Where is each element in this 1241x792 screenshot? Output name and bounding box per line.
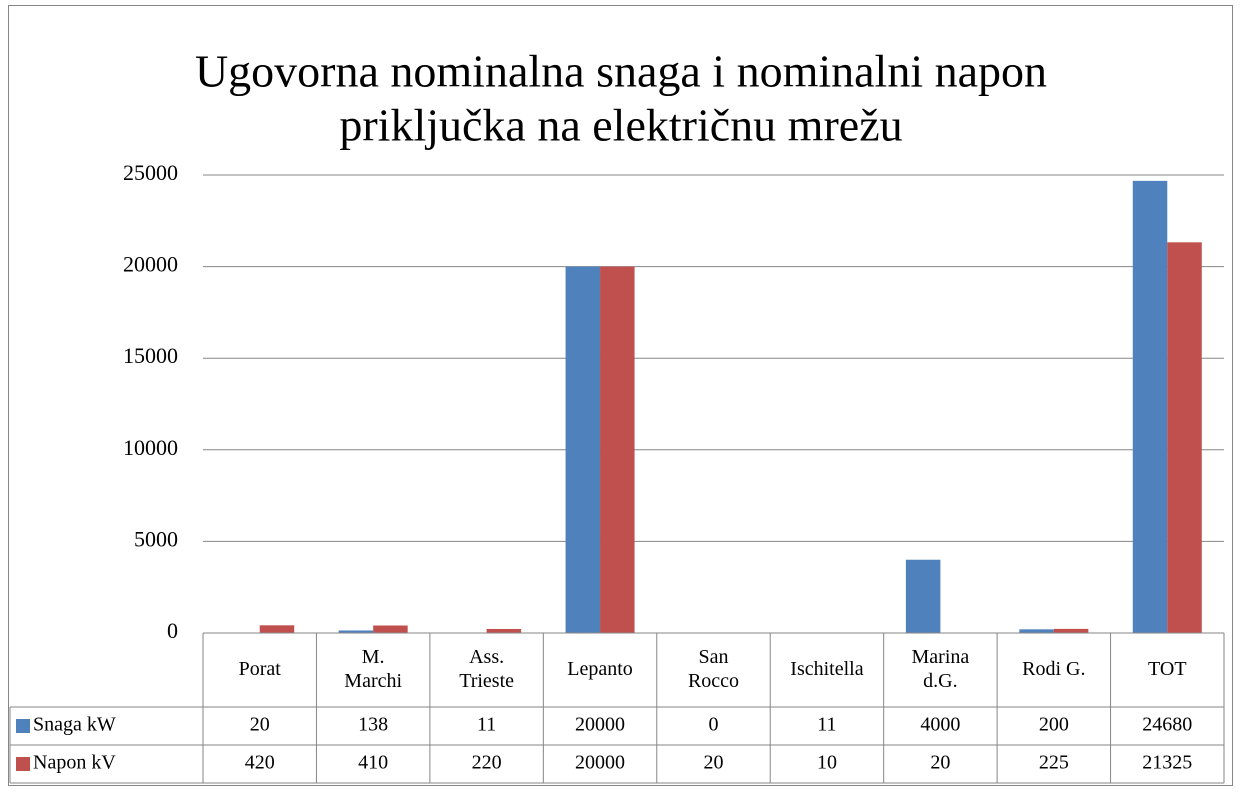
x-tick-label: Marina d.G.	[912, 646, 970, 692]
bar	[905, 559, 941, 633]
bar	[486, 628, 522, 633]
x-tick-label: San Rocco	[688, 646, 739, 692]
table-value: 20	[704, 752, 724, 774]
x-tick-label: Ischitella	[790, 658, 863, 680]
y-tick-label: 15000	[123, 343, 178, 368]
table-value: 420	[245, 752, 275, 774]
table-value: 24680	[1142, 714, 1192, 736]
bar	[1167, 242, 1202, 634]
table-value: 138	[358, 714, 388, 736]
legend-swatch	[16, 757, 30, 771]
x-tick-label: TOT	[1148, 658, 1187, 680]
table-value: 20	[930, 752, 950, 774]
table-value: 21325	[1142, 752, 1192, 774]
table-value: 11	[817, 714, 836, 736]
bar	[600, 266, 635, 633]
table-value: 4000	[920, 714, 960, 736]
table-value: 220	[472, 752, 502, 774]
y-tick-label: 25000	[123, 160, 178, 185]
table-value: 20000	[575, 752, 625, 774]
x-tick-label: Rodi G.	[1022, 658, 1085, 680]
legend-label: Napon kV	[33, 752, 116, 774]
bar	[565, 266, 601, 633]
y-tick-label: 10000	[123, 435, 178, 460]
x-tick-label: Ass. Trieste	[459, 646, 514, 692]
y-tick-label: 5000	[134, 526, 178, 551]
y-tick-label: 20000	[123, 252, 178, 277]
table-value: 0	[709, 714, 719, 736]
legend-swatch	[16, 719, 30, 733]
table-value: 20000	[575, 714, 625, 736]
table-value: 410	[358, 752, 388, 774]
x-tick-label: Lepanto	[567, 658, 633, 680]
y-tick-label: 0	[167, 618, 178, 643]
table-value: 10	[817, 752, 837, 774]
bar	[338, 630, 374, 633]
bar	[373, 625, 408, 633]
bar	[1132, 180, 1168, 633]
bar	[259, 625, 295, 633]
table-value: 11	[477, 714, 496, 736]
table-value: 200	[1039, 714, 1069, 736]
legend-label: Snaga kW	[33, 714, 116, 736]
chart-title: Ugovorna nominalna snaga i nominalni nap…	[195, 46, 1047, 97]
x-tick-label: M. Marchi	[344, 646, 402, 692]
bar	[1019, 629, 1054, 633]
x-tick-label: Porat	[239, 658, 282, 680]
table-value: 20	[250, 714, 270, 736]
table-value: 225	[1039, 752, 1069, 774]
chart-title: priključka na električnu mrežu	[339, 100, 902, 151]
bar	[1053, 628, 1089, 633]
